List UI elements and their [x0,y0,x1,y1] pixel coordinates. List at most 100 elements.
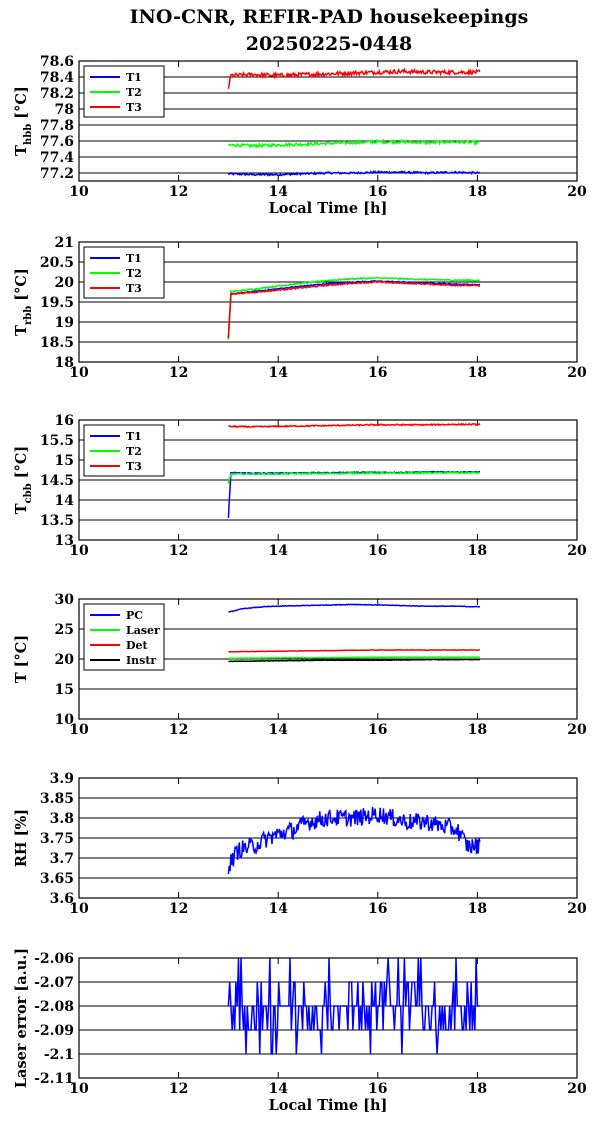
series-line-instr [228,658,481,663]
x-tick-label: 18 [468,184,487,200]
legend-label: T1 [126,71,142,84]
y-tick-label: 77.2 [40,166,74,182]
y-tick-label: 77.6 [40,134,74,150]
y-tick-label: 78.2 [40,86,74,102]
y-tick-label: -2.07 [34,975,74,991]
x-tick-label: 14 [268,1081,288,1097]
y-axis-label-subscript: hbb [23,124,34,145]
y-tick-label: 13.5 [40,513,74,529]
x-tick-label: 16 [368,1081,387,1097]
x-tick-label: 14 [268,365,288,381]
x-tick-label: 18 [468,1081,487,1097]
panel-temps: 10 15 20 25 30 10 12 14 16 18 20 PC Laser Det Instr T [… [13,592,587,738]
series-line-t3 [227,280,480,339]
y-tick-label: 19.5 [40,295,74,311]
y-tick-label: 14.5 [40,473,74,489]
x-tick-label: 10 [69,901,89,917]
y-tick-label: 3.6 [50,891,74,907]
y-tick-label: 10 [55,712,75,728]
y-axis-label-unit: [°C] [13,86,30,124]
x-tick-label: 16 [368,365,387,381]
legend-label: T3 [126,282,142,295]
panel-laser: -2.11 -2.1 -2.09 -2.08 -2.07 -2.06 10 12 14 16 18 2… [13,948,587,1114]
plot-frame [78,241,578,363]
x-tick-label: 18 [468,722,487,738]
y-tick-label: 15 [55,453,74,469]
legend: T1 T2 T3 [83,65,165,118]
y-tick-label: 78.6 [40,54,74,70]
series-line [227,806,481,875]
y-tick-label: 30 [55,592,75,608]
y-tick-label: 78 [55,102,74,118]
legend: T1 T2 T3 [83,246,165,299]
x-tick-label: 20 [567,722,587,738]
legend-label: Instr [126,654,156,667]
series-line-t1 [227,280,481,338]
legend-label: T1 [126,430,142,443]
y-tick-label: 15.5 [40,433,74,449]
series-line-t2 [227,138,481,149]
y-tick-label: -2.11 [34,1071,74,1087]
y-tick-label: 3.85 [40,791,74,807]
legend-label: T2 [126,445,142,458]
x-tick-label: 12 [169,543,188,559]
y-axis-label: Thbb [°C] [13,86,34,156]
x-tick-label: 20 [567,543,587,559]
series-line-laser [228,656,480,660]
series-line-t1 [227,169,481,177]
legend-label: T2 [126,267,142,280]
y-tick-label: 77.4 [40,150,74,166]
y-tick-label: -2.06 [34,951,74,967]
y-axis-label: Laser error [a.u.] [13,948,30,1088]
y-tick-label: 3.7 [50,851,74,867]
x-tick-label: 18 [468,543,487,559]
legend-label: T3 [126,460,142,473]
x-tick-label: 12 [169,901,188,917]
x-tick-label: 14 [268,901,288,917]
y-tick-label: 19 [55,315,74,331]
legend-label: T1 [126,252,142,265]
x-tick-label: 20 [567,901,587,917]
x-tick-label: 10 [69,184,89,200]
y-axis-label-unit: [°C] [13,446,30,484]
y-tick-label: 16 [55,413,74,429]
y-tick-label: 20 [55,652,75,668]
series-line-t3 [227,67,481,89]
y-axis-label: RH [%] [13,809,30,867]
plot-frame [78,419,578,541]
x-tick-label: 12 [169,184,188,200]
panel-rh: 3.6 3.65 3.7 3.75 3.8 3.85 3.9 10 12 14 16 18 20 RH [… [13,771,587,917]
x-tick-label: 18 [468,901,487,917]
x-tick-label: 10 [69,1081,89,1097]
x-tick-label: 10 [69,722,89,738]
x-tick-label: 16 [368,722,387,738]
x-tick-label: 12 [169,365,188,381]
y-tick-label: -2.08 [34,999,74,1015]
y-tick-label: 3.9 [50,771,74,787]
x-tick-label: 20 [567,365,587,381]
legend-label: T3 [126,101,142,114]
y-axis-label-subscript: cbb [23,483,34,503]
y-tick-label: 78.4 [40,70,74,86]
x-tick-label: 12 [169,1081,188,1097]
series-line-t2 [227,471,481,484]
y-tick-label: 14 [55,493,75,509]
legend-label: PC [126,609,143,622]
x-tick-label: 20 [567,1081,587,1097]
y-tick-label: 13 [55,533,74,549]
y-tick-label: 21 [55,235,74,251]
legend: PC Laser Det Instr [83,603,165,671]
x-axis-label: Local Time [h] [269,200,388,217]
y-axis-label: Trbb [°C] [13,268,34,336]
y-tick-label: 77.8 [40,118,74,134]
series-line-t3 [228,422,481,429]
plot-frame [78,60,578,182]
plot-frame [78,777,578,899]
y-tick-label: 25 [55,622,74,638]
x-tick-label: 14 [268,543,288,559]
x-tick-label: 16 [368,901,387,917]
y-axis-label-subscript: rbb [23,306,34,325]
legend-label: Det [126,639,149,652]
